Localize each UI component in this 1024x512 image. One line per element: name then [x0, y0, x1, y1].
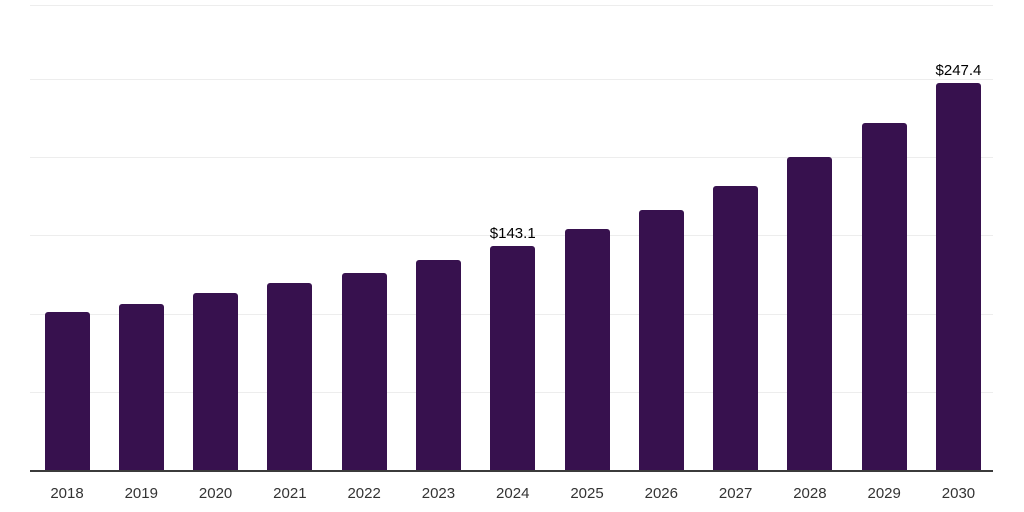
bar-2029 — [861, 122, 907, 470]
x-tick-2020: 2020 — [198, 485, 233, 502]
x-tick-2024: 2024 — [496, 485, 530, 502]
bar-2025 — [564, 228, 610, 470]
bar-2021 — [267, 282, 313, 470]
bar-2030 — [935, 82, 981, 470]
x-axis-line — [30, 469, 993, 472]
x-tick-2021: 2021 — [273, 485, 307, 502]
bar-2019 — [118, 303, 164, 470]
x-tick-2029: 2029 — [867, 485, 901, 502]
bar-2023 — [415, 260, 461, 470]
bar-2027 — [713, 185, 759, 470]
gridline-150 — [30, 235, 993, 236]
x-tick-2022: 2022 — [347, 485, 381, 502]
bar-2018 — [44, 311, 90, 470]
x-tick-2025: 2025 — [570, 485, 604, 502]
value-label-2030: $247.4 — [935, 61, 982, 79]
gridline-200 — [30, 157, 993, 158]
x-tick-2023: 2023 — [421, 485, 456, 502]
x-tick-2028: 2028 — [793, 485, 827, 502]
bar-2022 — [341, 272, 387, 470]
value-label-2024: $143.1 — [489, 225, 536, 242]
x-tick-2019: 2019 — [124, 485, 158, 502]
bar-2026 — [638, 210, 684, 470]
bar-2020 — [193, 292, 239, 470]
x-tick-2026: 2026 — [644, 485, 678, 502]
x-tick-2030: 2030 — [941, 485, 976, 502]
x-tick-2027: 2027 — [718, 485, 753, 502]
bar-2028 — [787, 156, 833, 470]
gridline-250 — [30, 78, 993, 80]
gridline-top — [30, 5, 993, 6]
bar-2024 — [490, 246, 536, 470]
x-tick-2018: 2018 — [50, 485, 84, 502]
